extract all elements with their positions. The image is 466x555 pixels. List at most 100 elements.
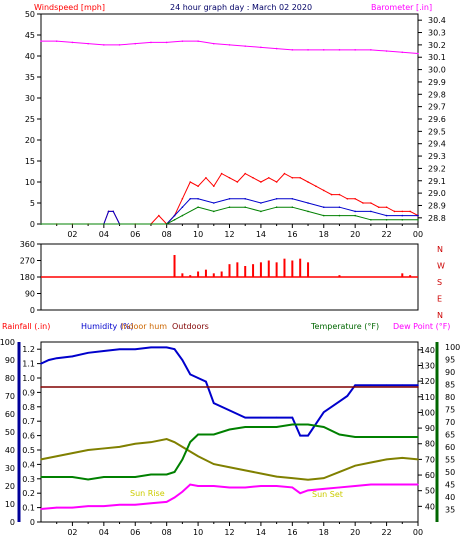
- series-temperature-point: [307, 478, 309, 481]
- bottom-x-tick-label: 22: [381, 528, 391, 537]
- series-rainfall-line: [40, 483, 418, 511]
- top-x-tick-label: 06: [130, 230, 140, 239]
- series-gust-point: [417, 214, 419, 217]
- series-gust-point: [338, 206, 341, 208]
- series-barometer-point: [322, 49, 325, 51]
- series-dew-point-point: [134, 476, 137, 478]
- series-rainfall-point: [189, 483, 192, 486]
- series-barometer-point: [40, 40, 42, 42]
- baro-y-tick-label: 29.9: [428, 78, 446, 87]
- temp-y-tick-label: 130: [420, 361, 435, 370]
- wind-y-tick-label: 40: [25, 52, 35, 61]
- series-temperature-point: [40, 458, 42, 461]
- sunset-annotation: Sun Set: [312, 490, 343, 499]
- series-gust-point: [112, 210, 115, 213]
- series-dew-point-point: [338, 433, 341, 436]
- series-barometer-point: [260, 46, 262, 49]
- series-temperature-point: [338, 471, 341, 473]
- series-windspeed-point: [212, 185, 215, 187]
- baro-y-tick-label: 28.8: [428, 214, 446, 223]
- series-indoor-point: [40, 386, 42, 388]
- top-x-tick-label: 22: [381, 230, 391, 239]
- series-rainfall-point: [134, 503, 137, 506]
- series-windspeed-point: [181, 198, 184, 200]
- series-dew-point-point: [55, 476, 58, 478]
- humidity-y-tick-label: 40: [5, 446, 15, 455]
- series-dew-point-point: [40, 476, 42, 478]
- series-rainfall-point: [322, 488, 325, 490]
- series-rainfall-point: [181, 490, 184, 493]
- baro-y-tick-label: 29.3: [428, 152, 446, 161]
- series-average-point: [385, 219, 388, 221]
- series-humidity-point: [103, 350, 105, 352]
- baro-y-tick-label: 29.1: [428, 177, 446, 186]
- series-windspeed-point: [236, 181, 239, 183]
- series-barometer-point: [71, 41, 74, 44]
- dir-y-tick-label: 270: [20, 257, 35, 266]
- bottom-x-tick-label: 18: [319, 528, 329, 537]
- baro-y-tick-label: 29.7: [428, 103, 446, 112]
- series-dew-point-point: [165, 473, 168, 476]
- dir-y-tick-label: 0: [30, 306, 35, 315]
- top-plot-frame: [40, 13, 419, 225]
- series-average-point: [40, 223, 42, 225]
- rain-y-tick-label: 0.1: [22, 504, 35, 513]
- series-rainfall-point: [71, 506, 74, 509]
- top-x-tick-label: 00: [413, 230, 423, 239]
- wind-y-tick-label: 15: [25, 157, 35, 166]
- wind-barometer-panel: 0 5 10 15 20 25 30 35 40 45 50 28.8 28.9 29.0 29.1 29.2…: [25, 10, 446, 239]
- series-temperature-point: [87, 449, 89, 451]
- top-x-tick-label: 16: [287, 230, 297, 239]
- series-dew-point-point: [260, 426, 262, 428]
- series-dew-point-point: [275, 426, 278, 428]
- baro-y-tick-label: 30.3: [428, 29, 446, 38]
- series-windspeed-point: [291, 177, 294, 179]
- outdoors-label: Outdoors: [172, 322, 209, 331]
- series-humidity-point: [228, 409, 231, 412]
- series-gust-point: [322, 206, 325, 208]
- top-x-tick-label: 14: [256, 230, 266, 239]
- series-rainfall-point: [385, 483, 388, 486]
- series-rainfall-point: [173, 496, 176, 499]
- series-average-point: [260, 210, 262, 213]
- series-barometer-point: [181, 40, 184, 42]
- rain-y-tick-label: 0.8: [22, 403, 35, 412]
- rain-y-tick-label: 0.2: [22, 489, 35, 498]
- series-gust-point: [291, 198, 294, 200]
- series-barometer-point: [275, 47, 278, 50]
- dew-y-tick-label: 65: [445, 431, 455, 440]
- series-barometer-point: [401, 51, 404, 54]
- baro-y-tick-label: 29.5: [428, 127, 446, 136]
- wind-y-tick-label: 20: [25, 136, 35, 145]
- series-temperature-point: [118, 446, 121, 448]
- series-average-point: [291, 206, 294, 208]
- wind-y-tick-label: 5: [30, 199, 35, 208]
- series-gust-point: [107, 210, 110, 213]
- series-rainfall-point: [291, 486, 294, 489]
- series-humidity-point: [260, 416, 262, 419]
- series-humidity-point: [307, 434, 309, 437]
- series-average-point: [322, 214, 325, 217]
- series-temperature-point: [173, 441, 176, 443]
- series-dew-point-point: [244, 426, 247, 428]
- temp-y-tick-label: 70: [425, 455, 435, 464]
- series-rainfall-point: [338, 486, 341, 489]
- series-humidity-point: [48, 359, 50, 361]
- series-dew-point-point: [417, 436, 419, 438]
- series-rainfall-point: [165, 501, 168, 503]
- rain-y-tick-label: 1.2: [22, 345, 35, 354]
- series-rainfall-point: [40, 508, 42, 510]
- dew-y-tick-label: 95: [445, 356, 455, 365]
- rain-y-tick-label: 0.5: [22, 446, 35, 455]
- humidity-y-tick-label: 60: [5, 410, 15, 419]
- series-dew-point-point: [291, 423, 294, 426]
- wind-y-tick-label: 50: [25, 10, 35, 19]
- series-temperature-point: [417, 458, 419, 461]
- series-rainfall-point: [150, 502, 152, 505]
- series-barometer-point: [228, 44, 231, 46]
- series-barometer-point: [354, 49, 356, 51]
- series-average-point: [197, 206, 199, 208]
